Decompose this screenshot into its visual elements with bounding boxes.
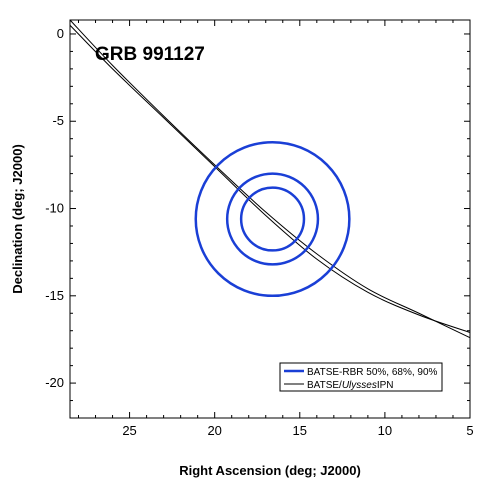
y-tick-label: -20 [45,375,64,390]
legend-label-ipn-suffix: IPN [377,380,394,391]
chart-title: GRB 991127 [95,44,205,65]
axis-ticks [70,20,471,418]
y-tick-label: -5 [52,113,64,128]
x-tick-label: 15 [293,423,307,438]
legend-label-batse: BATSE-RBR 50%, 68%, 90% [307,367,438,378]
x-axis-label: Right Ascension (deg; J2000) [179,463,361,478]
y-axis-label: Declination (deg; J2000) [10,144,25,294]
y-tick-label: 0 [57,26,64,41]
legend: BATSE-RBR 50%, 68%, 90% BATSE/UlyssesIPN [279,362,443,392]
ipn-annulus [69,19,471,339]
legend-label-ipn: BATSE/UlyssesIPN [307,380,394,391]
x-tick-labels: 25 20 15 10 5 [122,423,473,438]
error-circle [194,140,351,298]
legend-label-ipn-prefix: BATSE/ [307,380,342,391]
error-circle [225,172,320,266]
y-tick-labels: 0 -5 -10 -15 -20 [45,26,64,390]
legend-box [279,362,443,392]
x-tick-label: 10 [378,423,392,438]
ipn-annulus-line [69,19,471,339]
y-tick-label: -15 [45,288,64,303]
y-tick-label: -10 [45,201,64,216]
x-tick-label: 5 [466,423,473,438]
batse-error-circles [194,140,351,298]
x-tick-label: 20 [207,423,221,438]
x-tick-label: 25 [122,423,136,438]
ipn-annulus-line [69,24,471,333]
error-circle [239,186,306,252]
legend-label-ipn-italic: Ulysses [342,380,377,391]
